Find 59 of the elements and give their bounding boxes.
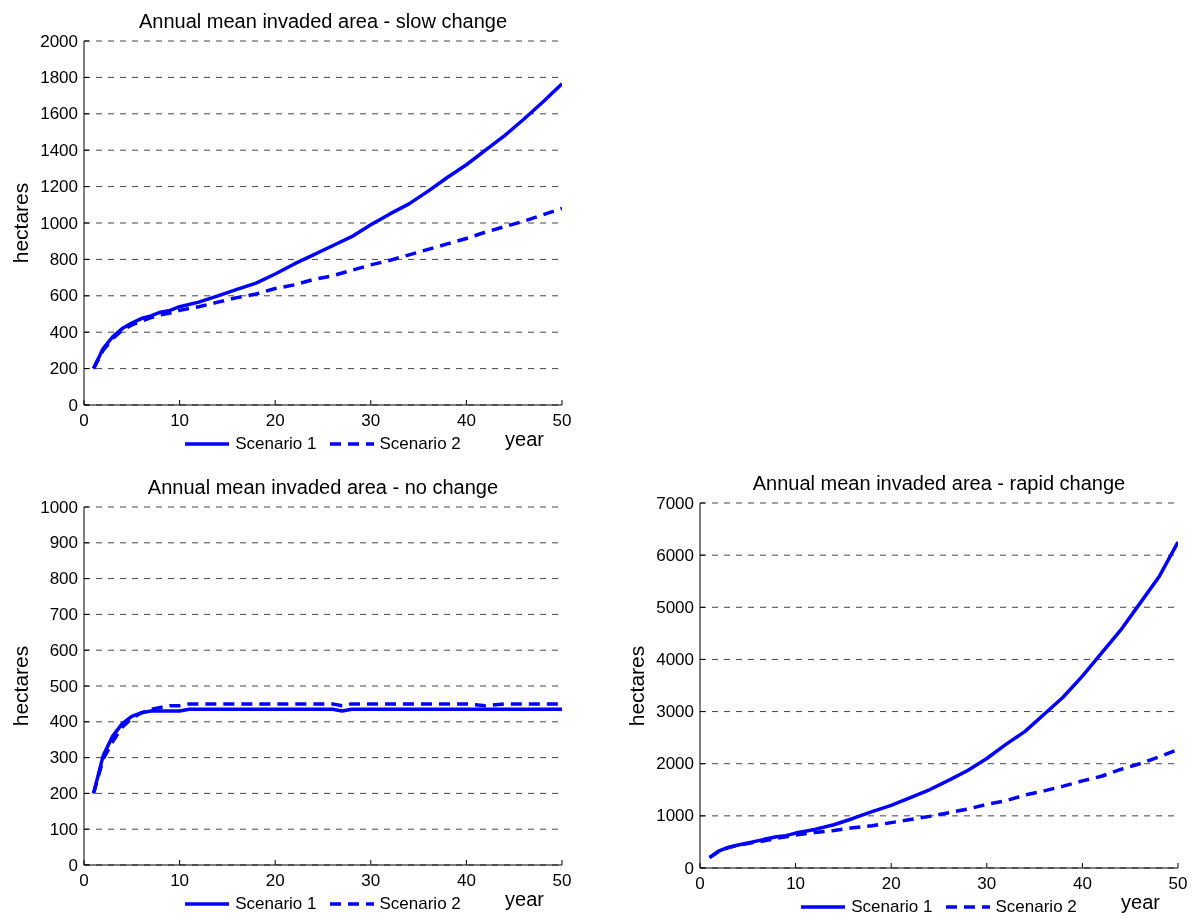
y-tick-label: 2000 (40, 31, 78, 51)
y-tick-label: 300 (49, 748, 78, 768)
x-tick-label: 50 (1168, 873, 1188, 893)
chart-title: Annual mean invaded area - rapid change (751, 472, 1127, 494)
y-tick-label: 1800 (40, 67, 78, 87)
legend-label: Scenario 2 (995, 897, 1077, 917)
y-axis-title: hectares (9, 645, 32, 727)
y-tick-label: 800 (49, 569, 78, 589)
y-tick-label: 100 (49, 819, 78, 839)
y-tick-label: 1200 (40, 177, 78, 197)
chart-title: Annual mean invaded area - slow change (138, 10, 508, 32)
x-tick-label: 20 (265, 870, 285, 890)
x-tick-label: 20 (265, 410, 285, 430)
y-tick-label: 200 (49, 359, 78, 379)
y-tick-label: 2000 (656, 754, 694, 774)
y-axis-title: hectares (9, 182, 32, 264)
y-tick-label: 1000 (656, 806, 694, 826)
x-tick-label: 50 (552, 870, 572, 890)
x-tick-label: 20 (881, 873, 901, 893)
y-tick-label: 500 (49, 676, 78, 696)
chart-title: Annual mean invaded area - no change (146, 476, 500, 498)
y-tick-label: 3000 (656, 702, 694, 722)
x-tick-label: 40 (456, 870, 476, 890)
y-tick-label: 400 (49, 322, 78, 342)
x-tick-label: 30 (361, 870, 381, 890)
x-tick-label: 30 (977, 873, 997, 893)
y-tick-label: 0 (68, 395, 78, 415)
x-tick-label: 10 (170, 870, 190, 890)
y-tick-label: 600 (49, 640, 78, 660)
x-tick-label: 40 (1072, 873, 1092, 893)
legend-label: Scenario 2 (379, 434, 461, 454)
y-tick-label: 400 (49, 712, 78, 732)
x-axis-title: year (505, 428, 544, 450)
y-tick-label: 800 (49, 249, 78, 269)
x-tick-label: 10 (170, 410, 190, 430)
y-tick-label: 1600 (40, 104, 78, 124)
y-tick-label: 1000 (40, 213, 78, 233)
y-tick-label: 7000 (656, 493, 694, 513)
y-tick-label: 1400 (40, 140, 78, 160)
legend-label: Scenario 2 (379, 894, 461, 914)
x-tick-label: 30 (361, 410, 381, 430)
y-axis-title: hectares (625, 645, 648, 726)
y-tick-label: 4000 (656, 649, 694, 669)
y-tick-label: 200 (49, 783, 78, 803)
legend-label: Scenario 1 (235, 894, 317, 914)
y-tick-label: 600 (49, 286, 78, 306)
x-tick-label: 50 (552, 410, 572, 430)
x-axis-title: year (1121, 891, 1160, 913)
legend-label: Scenario 1 (235, 434, 317, 454)
y-tick-label: 1000 (40, 497, 78, 517)
y-tick-label: 5000 (656, 597, 694, 617)
x-tick-label: 10 (786, 873, 806, 893)
y-tick-label: 700 (49, 604, 78, 624)
x-axis-title: year (505, 888, 544, 910)
y-tick-label: 0 (68, 855, 78, 875)
x-tick-label: 40 (456, 410, 476, 430)
legend-label: Scenario 1 (851, 897, 933, 917)
y-tick-label: 6000 (656, 545, 694, 565)
y-tick-label: 900 (49, 533, 78, 553)
